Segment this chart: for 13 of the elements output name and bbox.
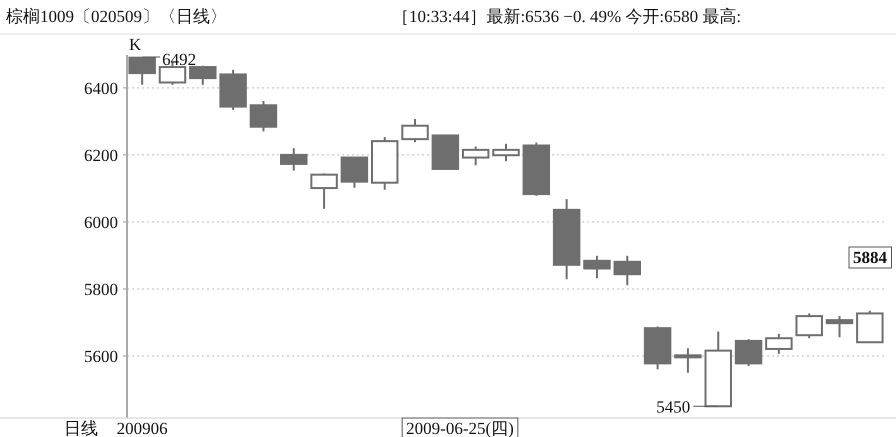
y-tick-label: 5800 [84,280,118,299]
chart-title: 棕榈1009〔020509〕〈日线〉 [6,7,227,26]
annotation: 5884 [853,248,888,267]
y-tick-label: 5600 [84,346,118,366]
text: 日线 [64,419,98,437]
y-tick-label: 6200 [84,146,118,165]
y-tick-label: 6400 [84,78,118,98]
x-tick-label: 200906 [116,419,168,437]
chart-subtitle: ［10:33:44］最新:6536 −0. 49% 今开:6580 最高: [392,7,742,26]
text: K [129,35,142,54]
y-tick-label: 6000 [84,212,118,232]
annotation: 6492 [162,50,196,70]
annotation: 5450 [656,397,690,416]
